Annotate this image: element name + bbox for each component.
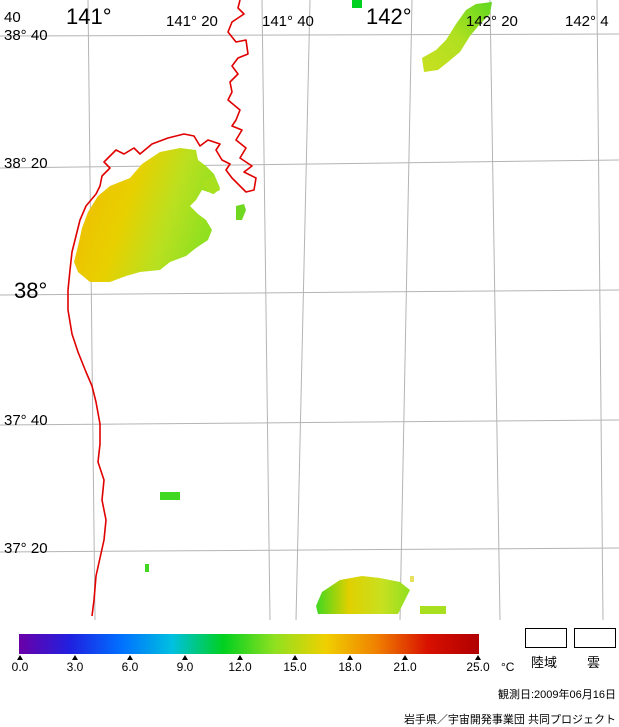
grid-line-lon-142-40	[596, 0, 604, 620]
lon-label-141-40: 141° 40	[262, 13, 314, 30]
sst-map	[0, 0, 619, 620]
land-swatch-label: 陸域	[531, 655, 558, 670]
observation-date: 観測日:2009年06月16日	[498, 689, 616, 701]
legend-tick-label: 25.0	[466, 660, 490, 674]
coastline	[67, 0, 257, 617]
lat-label-37-40: 37° 40	[4, 412, 48, 429]
cloud-swatch	[574, 628, 616, 648]
sst-patch-top-speck	[352, 0, 362, 8]
cloud-swatch-label: 雲	[587, 655, 601, 670]
legend-tick-label: 9.0	[176, 660, 194, 674]
sst-patch-offshore-speck	[236, 204, 246, 220]
grid-line-lat-38	[0, 289, 619, 296]
legend-tick-label: 12.0	[228, 660, 252, 674]
sst-patch-northeast	[422, 2, 492, 72]
grid-line-lat-37-20	[0, 547, 619, 553]
legend-tick-mark	[475, 655, 481, 660]
legend-tick-label: 15.0	[283, 660, 307, 674]
sst-patch-south-speck2	[410, 576, 414, 582]
temperature-color-bar	[19, 634, 479, 654]
legend-tick-mark	[237, 655, 243, 660]
lat-label-37-20: 37° 20	[4, 540, 48, 557]
grid-line-lon-141-20	[261, 0, 271, 620]
legend-tick-label: 6.0	[121, 660, 139, 674]
sst-patch-east-blob	[200, 176, 220, 194]
lat-lon-grid	[0, 0, 619, 620]
sst-patch-south-speck	[420, 606, 446, 614]
legend-tick-mark	[182, 655, 188, 660]
lon-label-142: 142°	[366, 4, 412, 29]
grid-line-lon-142	[399, 0, 413, 620]
lat-label-38: 38°	[14, 278, 48, 303]
lon-label-141-text: 141°	[66, 4, 112, 29]
legend-tick-mark	[347, 655, 353, 660]
sst-patches	[74, 0, 492, 614]
grid-line-lon-141	[87, 0, 96, 620]
legend-tick-mark	[72, 655, 78, 660]
grid-line-lon-141-40	[295, 0, 311, 620]
legend-tick-label: 21.0	[393, 660, 417, 674]
legend-tick-label: 18.0	[338, 660, 362, 674]
project-credit: 岩手県／宇宙開発事業団 共同プロジェクト	[403, 714, 616, 726]
lon-label-142-40: 142° 4	[565, 14, 609, 29]
legend-tick-mark	[17, 655, 23, 660]
grid-line-lat-37-40	[0, 419, 619, 426]
grid-line-lat-38-40	[0, 33, 619, 37]
lon-label-141-20: 141° 20	[166, 13, 218, 30]
lat-label-38-20: 38° 20	[4, 155, 48, 172]
lat-label-38-40: 38° 40	[4, 27, 48, 44]
legend-unit: °C	[501, 660, 515, 674]
land-swatch	[525, 628, 567, 648]
grid-line-lat-38-20	[0, 159, 619, 169]
sst-patch-south	[316, 576, 410, 614]
lon-label-141: 141°	[66, 6, 112, 28]
sst-patch-tiny-west	[145, 564, 149, 572]
legend-tick-mark	[292, 655, 298, 660]
sst-patch-small-west	[160, 492, 180, 500]
legend-tick-mark	[127, 655, 133, 660]
lat-label-40-partial: 40	[4, 9, 21, 26]
legend-tick-mark	[402, 655, 408, 660]
lon-label-142-20: 142° 20	[466, 13, 518, 30]
sst-patch-sendai-bay	[74, 148, 220, 282]
legend-tick-label: 3.0	[66, 660, 84, 674]
legend-tick-label: 0.0	[11, 660, 29, 674]
grid-line-lon-142-20	[489, 0, 501, 620]
